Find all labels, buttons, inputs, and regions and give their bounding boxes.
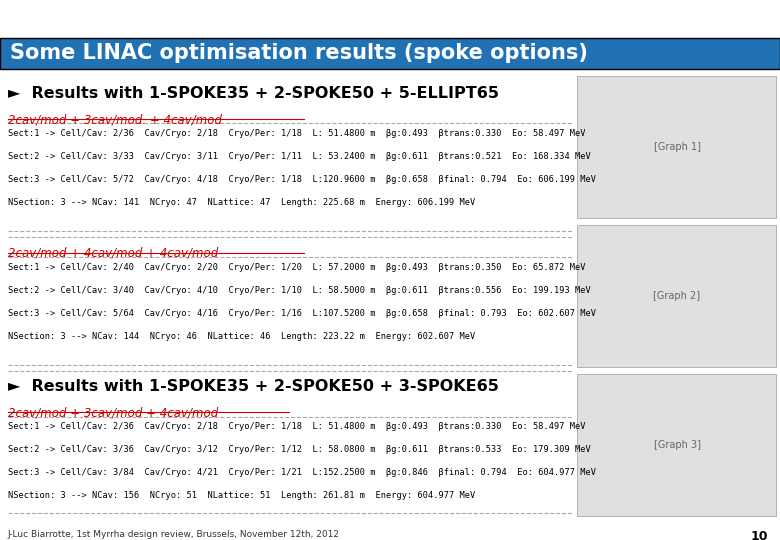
- Text: 2cav/mod + 3cav/mod. + 4cav/mod: 2cav/mod + 3cav/mod. + 4cav/mod: [8, 113, 222, 126]
- Text: J-Luc Biarrotte, 1st Myrrha design review, Brussels, November 12th, 2012: J-Luc Biarrotte, 1st Myrrha design revie…: [8, 530, 340, 539]
- Text: Sect:2 -> Cell/Cav: 3/40  Cav/Cryo: 4/10  Cryo/Per: 1/10  L: 58.5000 m  βg:0.611: Sect:2 -> Cell/Cav: 3/40 Cav/Cryo: 4/10 …: [8, 286, 590, 295]
- FancyBboxPatch shape: [577, 374, 776, 516]
- Text: Sect:1 -> Cell/Cav: 2/40  Cav/Cryo: 2/20  Cryo/Per: 1/20  L: 57.2000 m  βg:0.493: Sect:1 -> Cell/Cav: 2/40 Cav/Cryo: 2/20 …: [8, 263, 585, 272]
- Text: Sect:3 -> Cell/Cav: 5/64  Cav/Cryo: 4/16  Cryo/Per: 1/16  L:107.5200 m  βg:0.658: Sect:3 -> Cell/Cav: 5/64 Cav/Cryo: 4/16 …: [8, 309, 596, 318]
- Text: Sect:1 -> Cell/Cav: 2/36  Cav/Cryo: 2/18  Cryo/Per: 1/18  L: 51.4800 m  βg:0.493: Sect:1 -> Cell/Cav: 2/36 Cav/Cryo: 2/18 …: [8, 422, 585, 431]
- FancyBboxPatch shape: [0, 38, 780, 69]
- Text: 2cav/mod + 3cav/mod + 4cav/mod: 2cav/mod + 3cav/mod + 4cav/mod: [8, 407, 218, 420]
- Text: Sect:1 -> Cell/Cav: 2/36  Cav/Cryo: 2/18  Cryo/Per: 1/18  L: 51.4800 m  βg:0.493: Sect:1 -> Cell/Cav: 2/36 Cav/Cryo: 2/18 …: [8, 129, 585, 138]
- Text: Sect:3 -> Cell/Cav: 5/72  Cav/Cryo: 4/18  Cryo/Per: 1/18  L:120.9600 m  βg:0.658: Sect:3 -> Cell/Cav: 5/72 Cav/Cryo: 4/18 …: [8, 176, 596, 184]
- Text: NSection: 3 --> NCav: 156  NCryo: 51  NLattice: 51  Length: 261.81 m  Energy: 60: NSection: 3 --> NCav: 156 NCryo: 51 NLat…: [8, 491, 475, 501]
- Text: [Graph 3]: [Graph 3]: [654, 440, 700, 450]
- FancyBboxPatch shape: [577, 225, 776, 367]
- Text: Some LINAC optimisation results (spoke options): Some LINAC optimisation results (spoke o…: [10, 43, 588, 63]
- Text: 2cav/mod + 4cav/mod + 4cav/mod: 2cav/mod + 4cav/mod + 4cav/mod: [8, 247, 218, 260]
- Text: Sect:3 -> Cell/Cav: 3/84  Cav/Cryo: 4/21  Cryo/Per: 1/21  L:152.2500 m  βg:0.846: Sect:3 -> Cell/Cav: 3/84 Cav/Cryo: 4/21 …: [8, 468, 596, 477]
- Text: NSection: 3 --> NCav: 144  NCryo: 46  NLattice: 46  Length: 223.22 m  Energy: 60: NSection: 3 --> NCav: 144 NCryo: 46 NLat…: [8, 332, 475, 341]
- Text: [Graph 2]: [Graph 2]: [654, 291, 700, 301]
- Text: ►  Results with 1-SPOKE35 + 2-SPOKE50 + 5-ELLIPT65: ► Results with 1-SPOKE35 + 2-SPOKE50 + 5…: [8, 86, 498, 101]
- Text: ►  Results with 1-SPOKE35 + 2-SPOKE50 + 3-SPOKE65: ► Results with 1-SPOKE35 + 2-SPOKE50 + 3…: [8, 379, 498, 394]
- Text: Sect:2 -> Cell/Cav: 3/36  Cav/Cryo: 3/12  Cryo/Per: 1/12  L: 58.0800 m  βg:0.611: Sect:2 -> Cell/Cav: 3/36 Cav/Cryo: 3/12 …: [8, 446, 590, 454]
- Text: Sect:2 -> Cell/Cav: 3/33  Cav/Cryo: 3/11  Cryo/Per: 1/11  L: 53.2400 m  βg:0.611: Sect:2 -> Cell/Cav: 3/33 Cav/Cryo: 3/11 …: [8, 152, 590, 161]
- Text: 10: 10: [751, 530, 768, 540]
- FancyBboxPatch shape: [577, 76, 776, 218]
- Text: NSection: 3 --> NCav: 141  NCryo: 47  NLattice: 47  Length: 225.68 m  Energy: 60: NSection: 3 --> NCav: 141 NCryo: 47 NLat…: [8, 198, 475, 207]
- Text: [Graph 1]: [Graph 1]: [654, 142, 700, 152]
